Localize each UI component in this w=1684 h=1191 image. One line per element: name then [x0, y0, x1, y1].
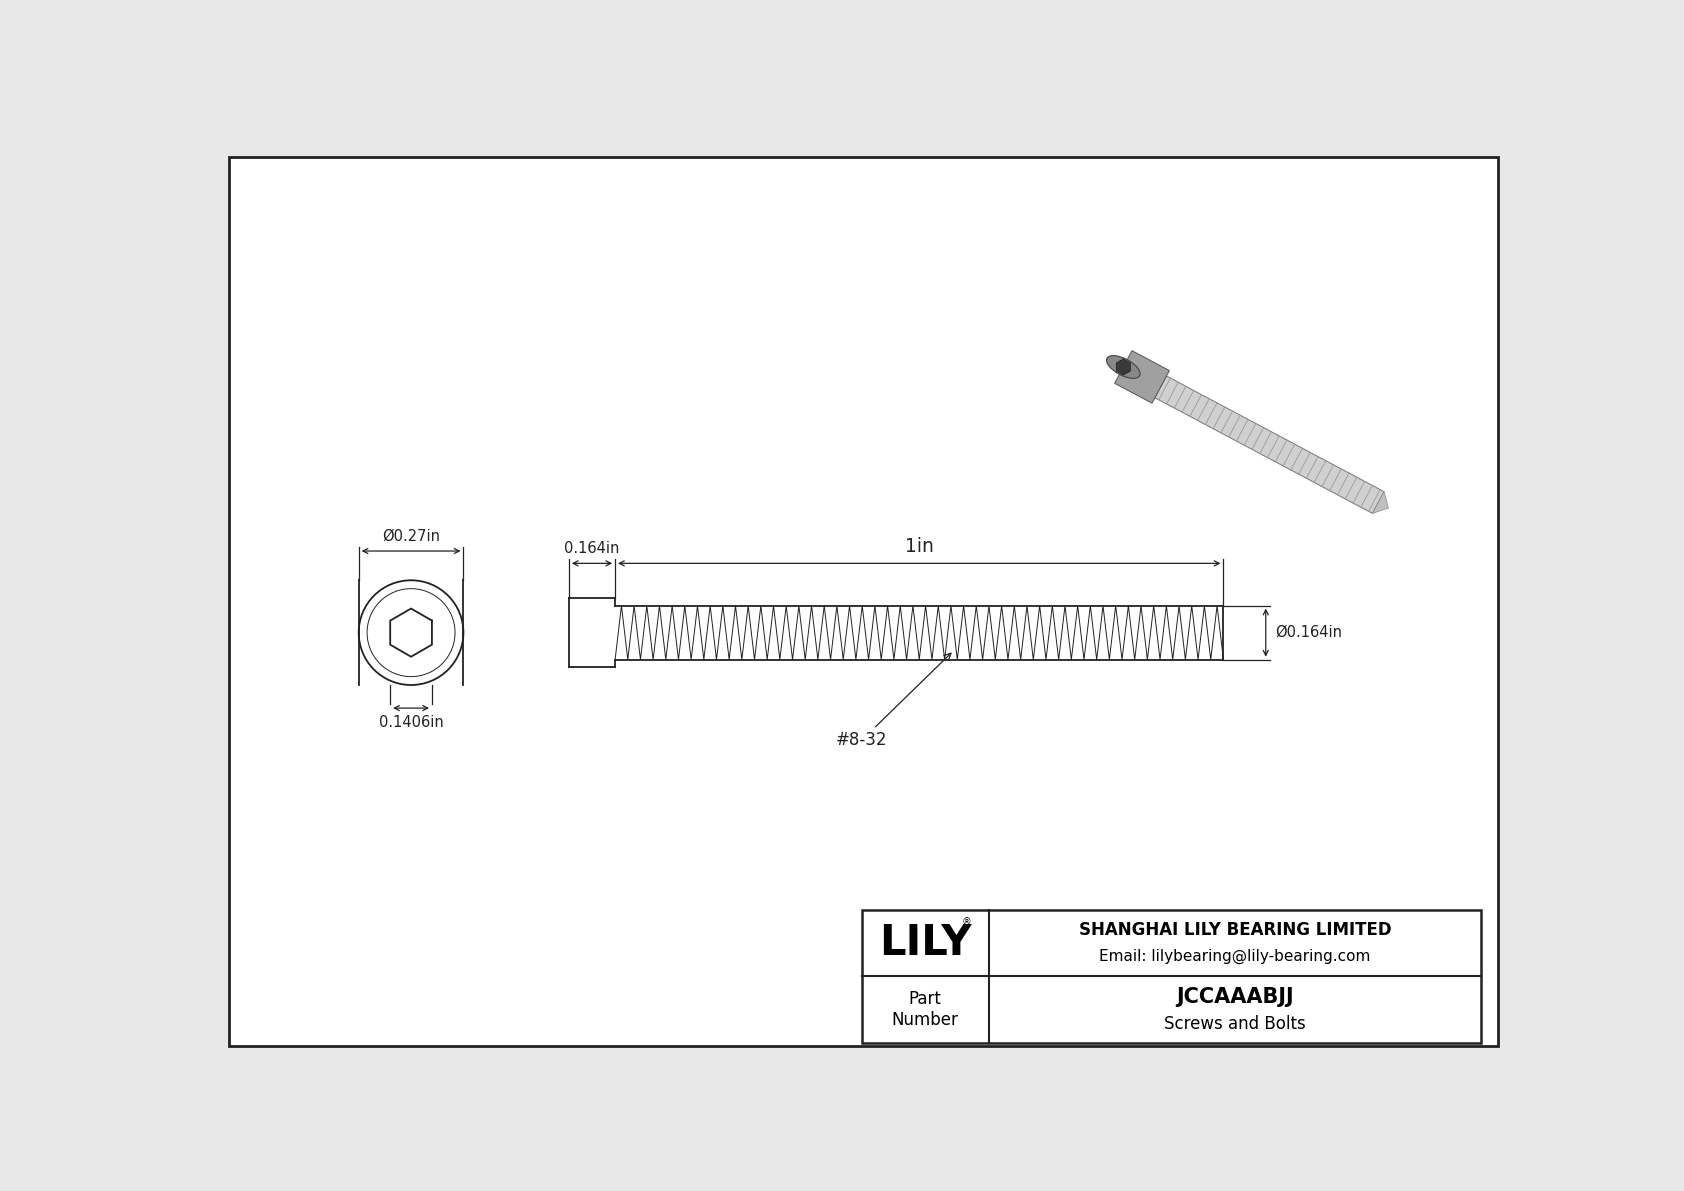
Polygon shape: [1155, 376, 1384, 513]
Text: Ø0.164in: Ø0.164in: [1275, 625, 1342, 640]
Polygon shape: [1115, 350, 1169, 404]
Polygon shape: [1116, 358, 1130, 375]
Text: Email: lilybearing@lily-bearing.com: Email: lilybearing@lily-bearing.com: [1100, 948, 1371, 964]
Text: #8-32: #8-32: [835, 653, 951, 749]
Text: Screws and Bolts: Screws and Bolts: [1164, 1015, 1305, 1033]
Bar: [862, 910, 1482, 1043]
Text: JCCAAABJJ: JCCAAABJJ: [1175, 986, 1293, 1006]
Text: SHANGHAI LILY BEARING LIMITED: SHANGHAI LILY BEARING LIMITED: [1079, 921, 1391, 939]
Ellipse shape: [1106, 356, 1140, 379]
Text: ®: ®: [962, 917, 972, 928]
Polygon shape: [1372, 492, 1389, 513]
Text: 0.1406in: 0.1406in: [379, 715, 443, 730]
Text: Ø0.27in: Ø0.27in: [382, 529, 440, 543]
Text: 0.164in: 0.164in: [564, 541, 620, 556]
Text: Part
Number: Part Number: [891, 991, 958, 1029]
Text: LILY: LILY: [879, 922, 972, 965]
Text: 1in: 1in: [904, 537, 933, 556]
